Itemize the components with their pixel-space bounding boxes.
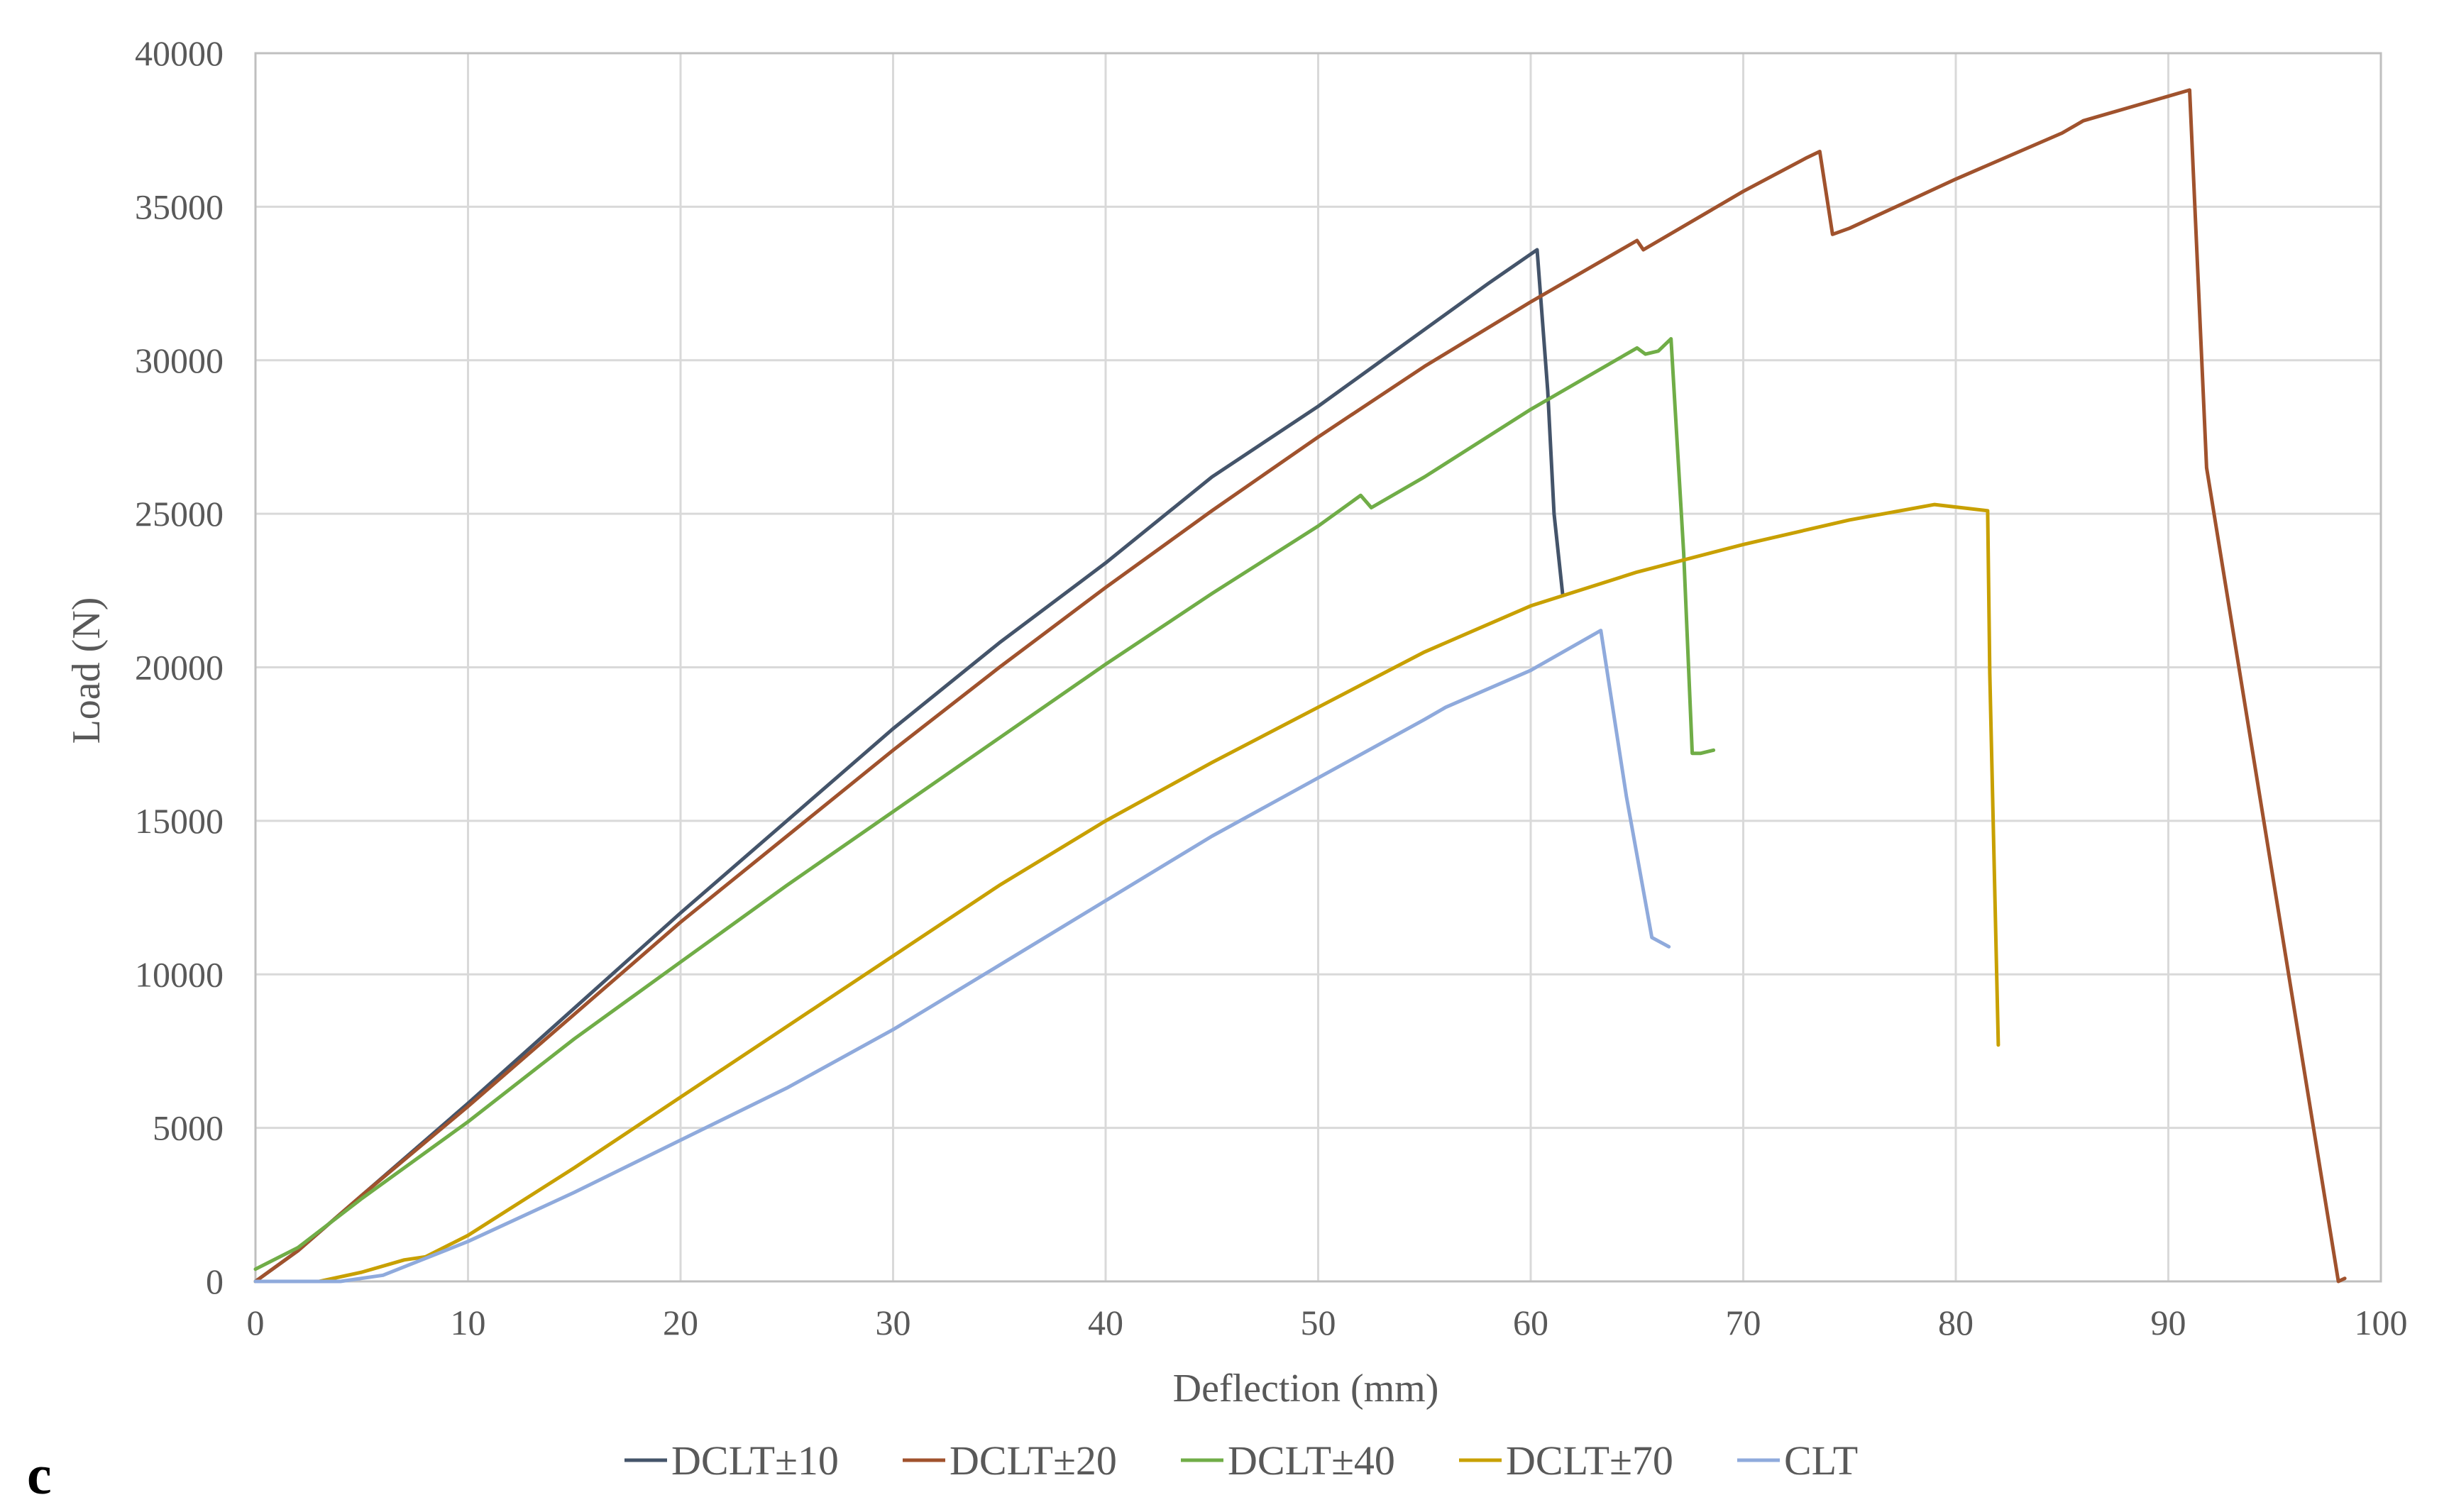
x-tick-label: 40 [1088, 1303, 1123, 1342]
y-tick-label: 10000 [135, 954, 224, 994]
x-tick-label: 100 [2355, 1303, 2408, 1342]
series-line [253, 629, 1671, 1284]
x-tick-label: 90 [2151, 1303, 2186, 1342]
series-line [253, 502, 2001, 1284]
x-axis-ticks: 0 10 20 30 40 50 60 70 80 90 100 [247, 1303, 2408, 1342]
x-tick-label: 50 [1301, 1303, 1336, 1342]
series-lines [253, 88, 2347, 1284]
y-tick-label: 5000 [153, 1108, 224, 1148]
x-tick-label: 0 [247, 1303, 265, 1342]
y-tick-label: 30000 [135, 341, 224, 380]
x-tick-label: 60 [1513, 1303, 1548, 1342]
y-tick-label: 25000 [135, 494, 224, 534]
y-axis-ticks: 0 5000 10000 15000 20000 25000 30000 35000 40000 [135, 33, 224, 1301]
legend-label: DCLT±40 [1228, 1437, 1395, 1484]
plot-area-frame [254, 52, 2382, 1283]
legend-label: DCLT±10 [671, 1437, 839, 1484]
x-tick-label: 30 [876, 1303, 911, 1342]
y-tick-label: 0 [206, 1262, 224, 1301]
y-tick-label: 35000 [135, 187, 224, 226]
y-tick-label: 40000 [135, 33, 224, 73]
gridlines [254, 52, 2382, 1283]
series-line [253, 248, 1565, 1284]
series-line [253, 337, 1716, 1271]
panel-label: c [27, 1444, 52, 1506]
legend-label: DCLT±20 [950, 1437, 1117, 1484]
x-tick-label: 70 [1726, 1303, 1761, 1342]
y-tick-label: 20000 [135, 648, 224, 688]
x-axis-title: Deflection (mm) [1173, 1367, 1439, 1411]
x-tick-label: 20 [663, 1303, 698, 1342]
x-tick-label: 80 [1938, 1303, 1974, 1342]
y-tick-label: 15000 [135, 801, 224, 841]
legend: DCLT±10 DCLT±20 DCLT±40 DCLT±70 CLT [624, 1437, 1858, 1484]
legend-label: DCLT±70 [1506, 1437, 1673, 1484]
legend-label: CLT [1784, 1437, 1858, 1484]
x-tick-label: 10 [451, 1303, 486, 1342]
y-axis-title: Load (N) [65, 597, 109, 744]
series-line [253, 88, 2347, 1284]
